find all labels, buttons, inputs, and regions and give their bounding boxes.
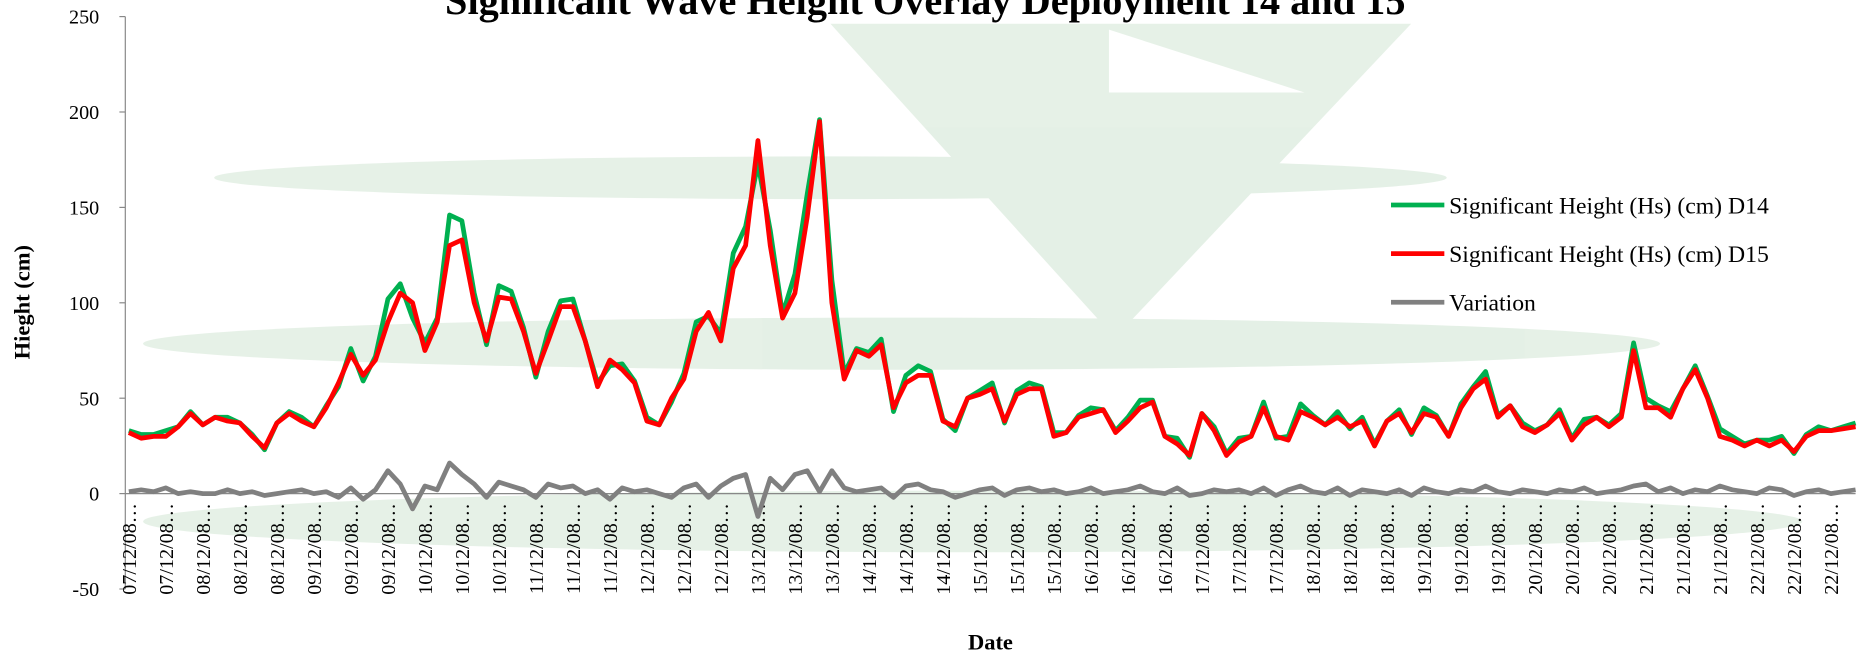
- legend-label: Significant Height (Hs) (cm) D15: [1449, 242, 1769, 268]
- x-tick-label: 10/12/08…: [452, 503, 474, 595]
- x-tick-label: 13/12/08…: [822, 503, 844, 595]
- x-tick-label: 19/12/08…: [1414, 503, 1436, 595]
- x-tick-label: 15/12/08…: [1044, 503, 1066, 595]
- x-tick-label: 20/12/08…: [1599, 503, 1621, 595]
- x-tick-label: 07/12/08…: [119, 503, 141, 595]
- y-tick-label: 100: [69, 293, 99, 315]
- x-tick-label: 22/12/08…: [1821, 503, 1843, 595]
- y-tick-label: 0: [89, 484, 99, 506]
- chart-title: Significant Wave Height Overlay Deployme…: [445, 0, 1405, 23]
- y-tick-label: 50: [79, 388, 99, 410]
- x-tick-label: 18/12/08…: [1377, 503, 1399, 595]
- x-tick-label: 21/12/08…: [1673, 503, 1695, 595]
- x-tick-label: 09/12/08…: [378, 503, 400, 595]
- x-tick-label: 09/12/08…: [341, 503, 363, 595]
- series-line: [127, 119, 1856, 458]
- x-tick-label: 20/12/08…: [1562, 503, 1584, 595]
- x-tick-label: 11/12/08…: [563, 503, 585, 594]
- x-axis-label: Date: [968, 629, 1013, 653]
- x-tick-label: 14/12/08…: [896, 503, 918, 595]
- x-tick-label: 08/12/08…: [193, 503, 215, 595]
- y-tick-label: -50: [72, 579, 99, 601]
- x-tick-label: 10/12/08…: [489, 503, 511, 595]
- x-tick-label: 11/12/08…: [526, 503, 548, 594]
- legend-label: Variation: [1449, 291, 1536, 317]
- x-tick-label: 21/12/08…: [1710, 503, 1732, 595]
- x-tick-label: 14/12/08…: [933, 503, 955, 595]
- x-tick-label: 13/12/08…: [785, 503, 807, 595]
- x-tick-label: 20/12/08…: [1525, 503, 1547, 595]
- x-tick-label: 17/12/08…: [1229, 503, 1251, 595]
- x-tick-label: 16/12/08…: [1155, 503, 1177, 595]
- x-tick-label: 12/12/08…: [674, 503, 696, 595]
- x-tick-label: 15/12/08…: [970, 503, 992, 595]
- x-tick-label: 17/12/08…: [1266, 503, 1288, 595]
- x-tick-label: 19/12/08…: [1488, 503, 1510, 595]
- x-tick-label: 16/12/08…: [1081, 503, 1103, 595]
- x-tick-label: 10/12/08…: [415, 503, 437, 595]
- x-tick-label: 18/12/08…: [1340, 503, 1362, 595]
- x-tick-label: 14/12/08…: [859, 503, 881, 595]
- series-line: [128, 460, 1856, 519]
- x-tick-label: 22/12/08…: [1784, 503, 1806, 595]
- x-tick-label: 11/12/08…: [600, 503, 622, 594]
- y-axis-label: Hieght (cm): [9, 245, 34, 359]
- x-tick-label: 07/12/08…: [156, 503, 178, 595]
- x-tick-label: 18/12/08…: [1303, 503, 1325, 595]
- y-tick-label: 200: [69, 102, 99, 124]
- legend-label: Significant Height (Hs) (cm) D14: [1449, 193, 1769, 219]
- y-tick-label: 250: [69, 7, 99, 29]
- x-tick-label: 19/12/08…: [1451, 503, 1473, 595]
- x-tick-label: 08/12/08…: [230, 503, 252, 595]
- x-tick-label: 13/12/08…: [748, 503, 770, 595]
- x-tick-label: 08/12/08…: [267, 503, 289, 595]
- x-tick-label: 09/12/08…: [304, 503, 326, 595]
- x-tick-label: 12/12/08…: [711, 503, 733, 595]
- x-tick-label: 22/12/08…: [1747, 503, 1769, 595]
- x-tick-label: 21/12/08…: [1636, 503, 1658, 595]
- x-tick-label: 16/12/08…: [1118, 503, 1140, 595]
- y-tick-label: 150: [69, 198, 99, 220]
- x-tick-label: 12/12/08…: [637, 503, 659, 595]
- x-tick-label: 15/12/08…: [1007, 503, 1029, 595]
- x-tick-label: 17/12/08…: [1192, 503, 1214, 595]
